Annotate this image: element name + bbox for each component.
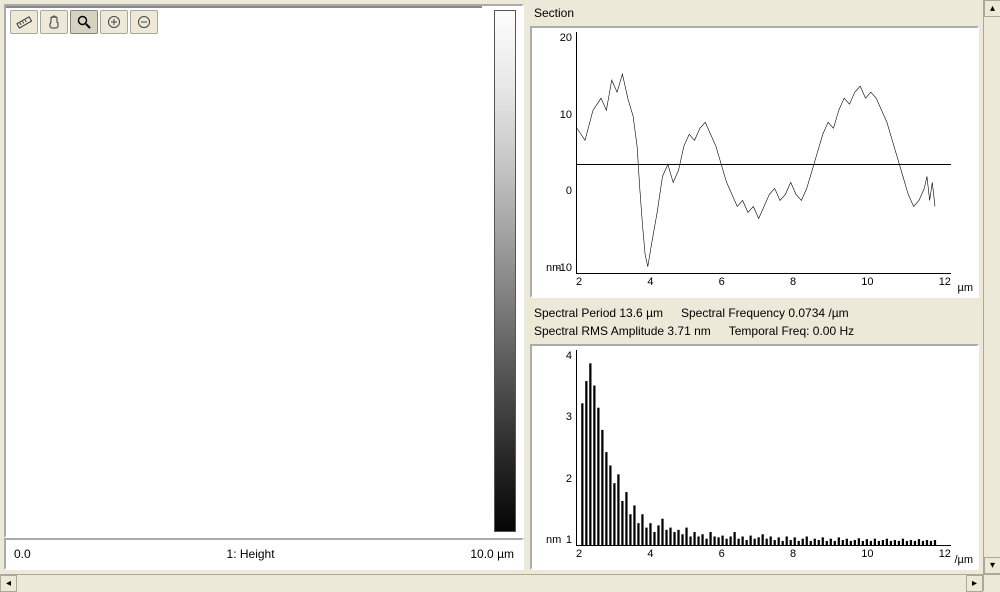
scroll-left-button[interactable]: ◂ [0, 575, 17, 592]
section-y-unit: nm [546, 262, 561, 274]
section-y-ticks: 20100-10 [532, 32, 576, 274]
image-frame: 100.0 nm [4, 4, 524, 538]
plus-circle-icon [106, 14, 122, 30]
section-x-unit: µm [957, 282, 973, 294]
analysis-panel: Section 20100-10 nm 24681012 µm [530, 4, 979, 570]
image-toolbar [8, 8, 160, 36]
axis-min: 0.0 [14, 547, 31, 561]
afm-image[interactable] [6, 6, 482, 536]
ruler-icon [16, 14, 32, 30]
axis-max: 10.0 µm [470, 547, 514, 561]
spectrum-x-unit: /µm [954, 554, 973, 566]
spectrum-y-unit: nm [546, 534, 561, 546]
section-profile-chart[interactable]: 20100-10 nm 24681012 µm [530, 26, 979, 298]
image-x-axis: 0.0 1: Height 10.0 µm [4, 538, 524, 570]
height-colorbar [494, 10, 516, 532]
spectral-frequency-label: Spectral Frequency 0.0734 /µm [681, 306, 849, 320]
axis-channel-label: 1: Height [227, 547, 275, 561]
spectral-rms-label: Spectral RMS Amplitude 3.71 nm [534, 324, 711, 338]
magnifier-icon [76, 14, 92, 30]
zoom-out-button[interactable] [130, 10, 158, 34]
hand-icon [46, 14, 62, 30]
hand-tool-button[interactable] [40, 10, 68, 34]
spectrum-chart[interactable]: 4321 nm 24681012 /µm [530, 344, 979, 570]
spectrum-y-ticks: 4321 [532, 350, 576, 546]
spectral-stats: Spectral Period 13.6 µm Spectral Frequen… [530, 302, 979, 340]
image-panel: 100.0 nm [4, 4, 524, 570]
scroll-right-button[interactable]: ▸ [966, 575, 983, 592]
section-plot-area [576, 32, 951, 274]
section-x-ticks: 24681012 [576, 276, 951, 294]
zoom-tool-button[interactable] [70, 10, 98, 34]
section-zero-line [577, 164, 951, 165]
horizontal-scrollbar[interactable]: ◂ ▸ [0, 574, 983, 591]
scroll-up-button[interactable]: ▴ [984, 0, 1000, 17]
spectrum-plot-area [576, 350, 951, 546]
vertical-scrollbar[interactable]: ▴ ▾ [983, 0, 1000, 574]
temporal-frequency-label: Temporal Freq: 0.00 Hz [729, 324, 854, 338]
spectrum-x-ticks: 24681012 [576, 548, 951, 566]
ruler-tool-button[interactable] [10, 10, 38, 34]
minus-circle-icon [136, 14, 152, 30]
scrollbar-corner [983, 574, 1000, 591]
scroll-down-button[interactable]: ▾ [984, 557, 1000, 574]
zoom-in-button[interactable] [100, 10, 128, 34]
spectral-period-label: Spectral Period 13.6 µm [534, 306, 663, 320]
section-chart-title: Section [530, 4, 979, 22]
